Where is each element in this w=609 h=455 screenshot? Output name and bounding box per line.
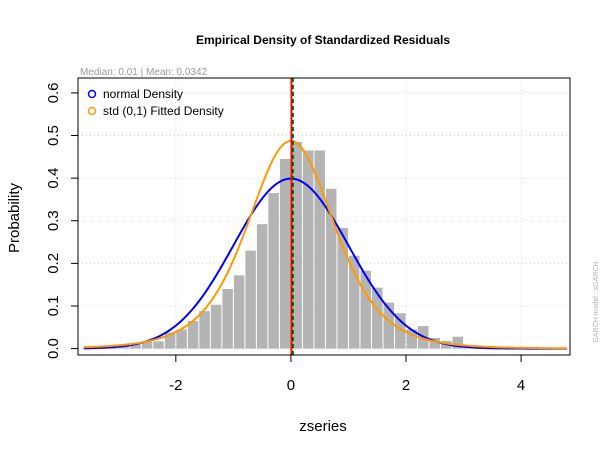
x-tick-label: 4 (517, 377, 525, 394)
x-axis-label: zseries (299, 418, 347, 435)
histogram-bar (210, 304, 222, 349)
histogram-bar (256, 224, 268, 349)
legend-marker-std (87, 106, 97, 116)
model-credit: GARCH model : sGARCH (593, 262, 600, 343)
histogram-bar (337, 228, 348, 349)
histogram-bar (222, 288, 233, 349)
x-tick-label: 2 (402, 377, 410, 394)
x-tick-label: -2 (169, 377, 182, 394)
legend: normal Density std (0,1) Fitted Density (87, 87, 224, 118)
y-tick-label: 0.0 (45, 338, 62, 359)
density-curve-normal (83, 177, 568, 350)
histogram-bar (176, 329, 187, 349)
histogram-bar (199, 311, 210, 349)
histogram-bars (84, 141, 567, 349)
legend-label-normal: normal Density (103, 87, 183, 101)
histogram-bar (164, 332, 176, 349)
y-axis: 0.0 0.1 0.2 0.3 0.4 0.5 0.6 (45, 82, 79, 359)
y-tick-label: 0.6 (45, 82, 62, 103)
histogram-bar (141, 341, 153, 349)
chart-subtitle: Median: 0.01 | Mean: 0.0342 (80, 67, 208, 78)
y-tick-label: 0.3 (45, 210, 62, 231)
histogram-bar (406, 329, 418, 349)
histogram-bar (279, 158, 291, 349)
density-curves (83, 139, 568, 350)
histogram-bar (302, 150, 314, 349)
legend-label-std: std (0,1) Fitted Density (103, 104, 224, 118)
y-tick-label: 0.1 (45, 296, 62, 317)
y-tick-label: 0.4 (45, 168, 62, 189)
density-curve-std (83, 139, 568, 350)
histogram-bar (233, 275, 245, 349)
x-tick-label: 0 (287, 377, 295, 394)
histogram-bar (291, 141, 302, 349)
y-tick-label: 0.5 (45, 125, 62, 146)
histogram-bar (383, 302, 394, 349)
histogram-bar (348, 255, 360, 349)
histogram-bar (429, 337, 441, 349)
histogram-bar (245, 250, 256, 349)
histogram-bar (394, 313, 406, 349)
central-lines (290, 78, 294, 355)
histogram-bar (187, 320, 199, 349)
y-axis-label: Probability (6, 182, 23, 253)
y-tick-label: 0.2 (45, 253, 62, 274)
x-axis: -2 0 2 4 (169, 354, 525, 394)
histogram-bar (314, 150, 325, 349)
histogram-bar (371, 287, 383, 349)
histogram-bar (360, 270, 371, 349)
chart-title: Empirical Density of Standardized Residu… (196, 33, 450, 47)
histogram-bar (153, 341, 164, 349)
histogram-bar (130, 344, 141, 349)
histogram-bar (452, 336, 464, 349)
histogram-bar (325, 188, 337, 349)
legend-marker-normal (87, 89, 97, 99)
histogram-bar (268, 193, 279, 349)
